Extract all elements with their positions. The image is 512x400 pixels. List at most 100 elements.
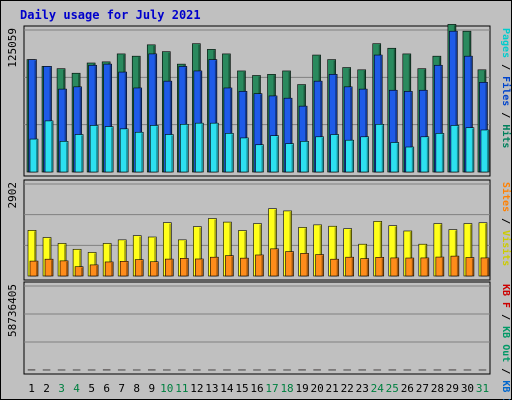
bar-shade	[79, 250, 81, 276]
bar-shade	[139, 88, 142, 172]
x-tick-label: 5	[88, 382, 95, 395]
bar-sites	[285, 251, 294, 277]
x-tick-label: 17	[265, 382, 278, 395]
bar-pages	[450, 125, 460, 173]
bar-shade	[49, 67, 52, 172]
bar-sites	[149, 261, 159, 277]
bar-shade	[426, 137, 429, 172]
bar-shade	[305, 107, 307, 172]
bar-sites	[315, 254, 324, 277]
x-tick-label: 24	[371, 382, 385, 395]
bar-sites	[465, 257, 475, 277]
bar-pages	[300, 141, 309, 173]
bar-shade	[141, 260, 143, 276]
bar-shade	[365, 90, 367, 172]
bar-shade	[304, 228, 307, 276]
legend-entry: /	[500, 58, 511, 76]
legend-entry: Sites	[500, 182, 512, 212]
bar-pages	[164, 134, 174, 173]
bar-shade	[96, 126, 98, 172]
bar-shade	[319, 225, 322, 276]
bar-sites	[480, 257, 490, 277]
x-tick-label: 25	[386, 382, 399, 395]
bar-shade	[156, 262, 158, 276]
bar-shade	[320, 82, 322, 172]
bar-shade	[334, 227, 337, 276]
bar-shade	[425, 91, 427, 172]
legend-entry: KB In	[500, 380, 511, 400]
bar-pages	[330, 134, 339, 173]
x-tick-label: 14	[220, 382, 234, 395]
x-tick-label: 10	[160, 382, 173, 395]
bar-pages	[480, 129, 490, 173]
bar-shade	[411, 148, 414, 172]
x-tick-label: 6	[103, 382, 110, 395]
bar-shade	[199, 71, 202, 172]
bar-shade	[214, 60, 217, 172]
x-tick-label: 16	[250, 382, 263, 395]
bar-shade	[349, 229, 352, 276]
x-axis-day-labels: 1 2 3 4 5 6 7 8 9 10 11 12 13 14 15 16 17 18 19 20 21 22 23 24 2…	[28, 382, 489, 395]
bar-shade	[109, 244, 111, 276]
bar-shade	[410, 92, 412, 172]
bar-pages	[435, 133, 445, 173]
bar-pages	[149, 125, 159, 173]
chart-panels: 125059 Pages / Files / Hits 2902 Sites / Vi…	[6, 24, 512, 400]
bar-shade	[351, 141, 354, 172]
bar-shade	[216, 258, 218, 276]
bar-shade	[486, 130, 489, 172]
x-tick-label: 30	[461, 382, 474, 395]
bar-pages	[104, 126, 114, 173]
bar-shade	[439, 224, 442, 276]
x-tick-label: 9	[148, 382, 155, 395]
bar-sites	[195, 258, 204, 277]
bar-shade	[154, 238, 156, 276]
bar-shade	[51, 260, 53, 276]
bar-shade	[456, 257, 459, 276]
bar-shade	[289, 211, 292, 276]
bar-sites	[240, 257, 249, 277]
x-tick-label: 3	[58, 382, 65, 395]
bar-shade	[51, 121, 53, 172]
bar-shade	[394, 226, 397, 276]
bar-shade	[246, 259, 249, 276]
bar-shade	[471, 258, 474, 276]
x-tick-label: 1	[28, 382, 35, 395]
x-tick-label: 2	[43, 382, 50, 395]
bar-sites	[29, 260, 39, 277]
y-axis-max-label: 2902	[6, 182, 19, 209]
bar-sites	[300, 253, 309, 277]
bar-shade	[229, 88, 232, 172]
bar-shade	[471, 128, 474, 172]
x-tick-label: 23	[356, 382, 369, 395]
bar-shade	[381, 258, 384, 276]
bar-shade	[484, 223, 487, 276]
bar-shade	[366, 259, 369, 276]
bar-shade	[64, 90, 67, 172]
bar-shade	[34, 60, 37, 172]
bar-shade	[456, 126, 459, 172]
legend-entry: /	[500, 362, 511, 380]
bar-shade	[154, 54, 157, 172]
bar-shade	[124, 73, 127, 172]
bar-sites	[390, 257, 400, 277]
bar-shade	[81, 267, 83, 276]
bar-shade	[486, 258, 489, 276]
bar-shade	[455, 32, 458, 173]
bar-shade	[36, 262, 38, 276]
bar-shade	[381, 125, 384, 172]
bar-shade	[199, 227, 201, 276]
x-tick-label: 12	[190, 382, 203, 395]
bar-shade	[229, 223, 232, 276]
bar-shade	[111, 127, 113, 172]
bar-shade	[126, 129, 128, 172]
bar-shade	[470, 57, 473, 173]
bar-shade	[201, 259, 203, 276]
bar-sites	[89, 264, 99, 277]
bar-shade	[275, 96, 277, 172]
bar-shade	[291, 144, 294, 172]
bar-sites	[119, 261, 129, 277]
legend-entry: Visits	[500, 230, 512, 266]
x-tick-label: 13	[205, 382, 218, 395]
